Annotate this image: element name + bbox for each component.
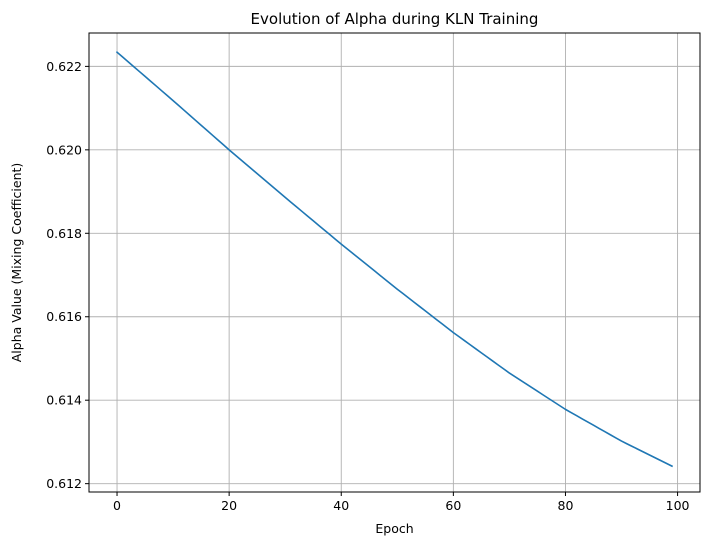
x-axis-ticks: 0 20 40 60 80 100: [113, 492, 690, 513]
chart-title: Evolution of Alpha during KLN Training: [251, 10, 539, 28]
x-tick-label: 100: [666, 498, 690, 513]
grid-lines: [89, 33, 700, 492]
series-line-alpha: [115, 51, 674, 468]
y-tick-label: 0.614: [46, 393, 82, 408]
y-axis-ticks: 0.612 0.614 0.616 0.618 0.620 0.622: [46, 59, 89, 491]
series-layer: [115, 51, 674, 468]
x-tick-label: 20: [221, 498, 237, 513]
y-tick-label: 0.620: [46, 142, 82, 157]
plot-frame: [88, 32, 701, 493]
x-tick-label: 80: [558, 498, 574, 513]
x-tick-label: 60: [445, 498, 461, 513]
x-tick-label: 40: [333, 498, 349, 513]
y-tick-label: 0.618: [46, 226, 82, 241]
x-tick-label: 0: [113, 498, 121, 513]
y-tick-label: 0.616: [46, 309, 82, 324]
x-axis-title: Epoch: [375, 521, 413, 536]
y-tick-label: 0.622: [46, 59, 82, 74]
y-tick-label: 0.612: [46, 476, 82, 491]
y-axis-title: Alpha Value (Mixing Coefficient): [9, 163, 24, 363]
